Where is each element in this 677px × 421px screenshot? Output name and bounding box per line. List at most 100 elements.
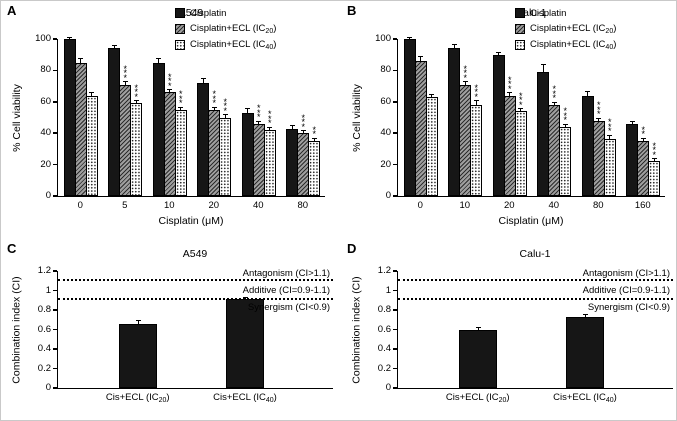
y-tick-label: 100 [35, 33, 51, 44]
x-tick-label: 160 [634, 200, 651, 211]
legend-swatch-hatch [515, 24, 525, 34]
error-bar [267, 126, 273, 131]
panel-D: D Calu-1 Combination index (CI) 0 0.2 0.4 0… [347, 241, 675, 419]
plot-area-D: 0 0.2 0.4 0.6 0.8 1 1.2 Cis+ECL (IC20) Cis+ECL (… [378, 265, 673, 404]
error-bar [540, 64, 546, 72]
y-tick-mark [392, 367, 397, 370]
error-bar [167, 89, 173, 93]
reference-line [58, 278, 333, 281]
bar [219, 117, 232, 196]
y-tick-label: 80 [40, 64, 51, 76]
error-bar [222, 114, 228, 118]
y-tick-mark [52, 289, 57, 292]
legend-item: Cisplatin+ECL (IC20) [175, 21, 276, 37]
panel-B: B Calu-1 % Cell viability 0 20 40 60 80 100 0 *… [347, 3, 675, 237]
error-bar [245, 108, 251, 113]
significance-marker: * * * [301, 112, 305, 132]
bar [226, 299, 264, 388]
x-axis-label: Cisplatin (μM) [158, 215, 224, 227]
plot-area-B: 0 20 40 60 80 100 0 * * * * * * 10 * * * * * * 20 * * * * * * 40 * * *… [375, 33, 665, 211]
y-tick-mark [52, 69, 57, 72]
bar [559, 126, 572, 196]
error-bar [178, 106, 184, 110]
legend-label: Cisplatin+ECL (IC20) [530, 23, 617, 35]
bar [648, 161, 661, 196]
significance-marker: * * * [167, 71, 172, 91]
y-tick-label: 1 [385, 284, 391, 296]
y-tick-mark [52, 387, 57, 389]
reference-line [398, 278, 673, 281]
y-tick-label: 100 [375, 33, 391, 44]
y-tick-mark [392, 101, 397, 103]
error-bar [67, 37, 73, 39]
significance-marker: * * * [518, 90, 523, 110]
y-tick-label: 20 [40, 158, 51, 170]
legend-swatch-hatch [175, 24, 185, 34]
annotation: Synergism (CI<0.9) [587, 302, 670, 314]
significance-marker: * * * [474, 82, 478, 102]
error-bar [122, 81, 128, 85]
error-bar [289, 125, 295, 129]
bar [514, 111, 527, 196]
bar [414, 60, 427, 196]
y-tick-mark [52, 195, 57, 197]
y-tick-mark [52, 328, 57, 331]
panel-B-y-axis: % Cell viability [349, 39, 365, 197]
significance-marker: * * * [596, 100, 601, 119]
bar [458, 329, 497, 388]
error-bar [111, 45, 117, 49]
bar [208, 109, 221, 196]
bar [308, 141, 321, 196]
y-tick-label: 0.2 [37, 362, 51, 374]
bar [85, 95, 98, 196]
error-bar [629, 120, 635, 124]
bar [297, 133, 310, 196]
error-bar [407, 37, 413, 39]
error-bar [462, 81, 468, 85]
x-tick-label: 80 [592, 200, 604, 211]
error-bar [583, 313, 588, 317]
y-tick-mark [52, 309, 57, 311]
y-tick-label: 0 [45, 382, 51, 393]
legend-label: Cisplatin [190, 7, 227, 19]
annotation: Additive (CI=0.9-1.1) [242, 284, 330, 296]
y-tick-mark [392, 38, 397, 40]
y-tick-mark [52, 101, 57, 103]
x-tick-label: 80 [297, 200, 309, 211]
plot-area-A: 0 20 40 60 80 100 0 * * * * * * 5 * * * * * * 10 * * * * * * 20 * * * *… [35, 33, 325, 211]
y-tick-label: 60 [40, 95, 51, 107]
reference-line [398, 298, 673, 301]
significance-marker: * * * [563, 106, 567, 126]
significance-marker: * * * [178, 89, 183, 109]
x-tick-label: 0 [417, 200, 423, 211]
legend-label: Cisplatin+ECL (IC20) [190, 23, 277, 35]
error-bar [475, 326, 481, 330]
y-axis-label: % Cell viability [11, 84, 23, 152]
y-tick-mark [52, 367, 57, 370]
legend-swatch-dots [175, 40, 185, 50]
panel-label-C: C [7, 241, 17, 256]
y-tick-label: 40 [380, 127, 391, 139]
y-tick-mark [392, 309, 397, 311]
y-tick-label: 0 [45, 190, 51, 201]
legend-item: Cisplatin [175, 5, 276, 21]
legend-swatch-solid [175, 8, 185, 18]
bar [174, 109, 187, 196]
y-tick-mark [392, 387, 397, 389]
annotation: Additive (CI=0.9-1.1) [582, 284, 670, 296]
x-tick-label: Cis+ECL (IC20) [105, 392, 170, 404]
error-bar [256, 120, 262, 124]
error-bar [507, 92, 513, 96]
error-bar [451, 43, 457, 49]
x-tick-label: Cis+ECL (IC40) [553, 392, 617, 404]
significance-marker: * * * [134, 82, 138, 102]
error-bar [607, 134, 613, 140]
legend-item: Cisplatin [515, 5, 616, 21]
y-tick-label: 0 [385, 190, 391, 201]
y-tick-label: 0.8 [377, 304, 391, 315]
significance-marker: * * * [256, 103, 261, 123]
bar [118, 323, 157, 388]
legend-label: Cisplatin [530, 7, 567, 19]
y-tick-label: 0 [385, 382, 391, 393]
